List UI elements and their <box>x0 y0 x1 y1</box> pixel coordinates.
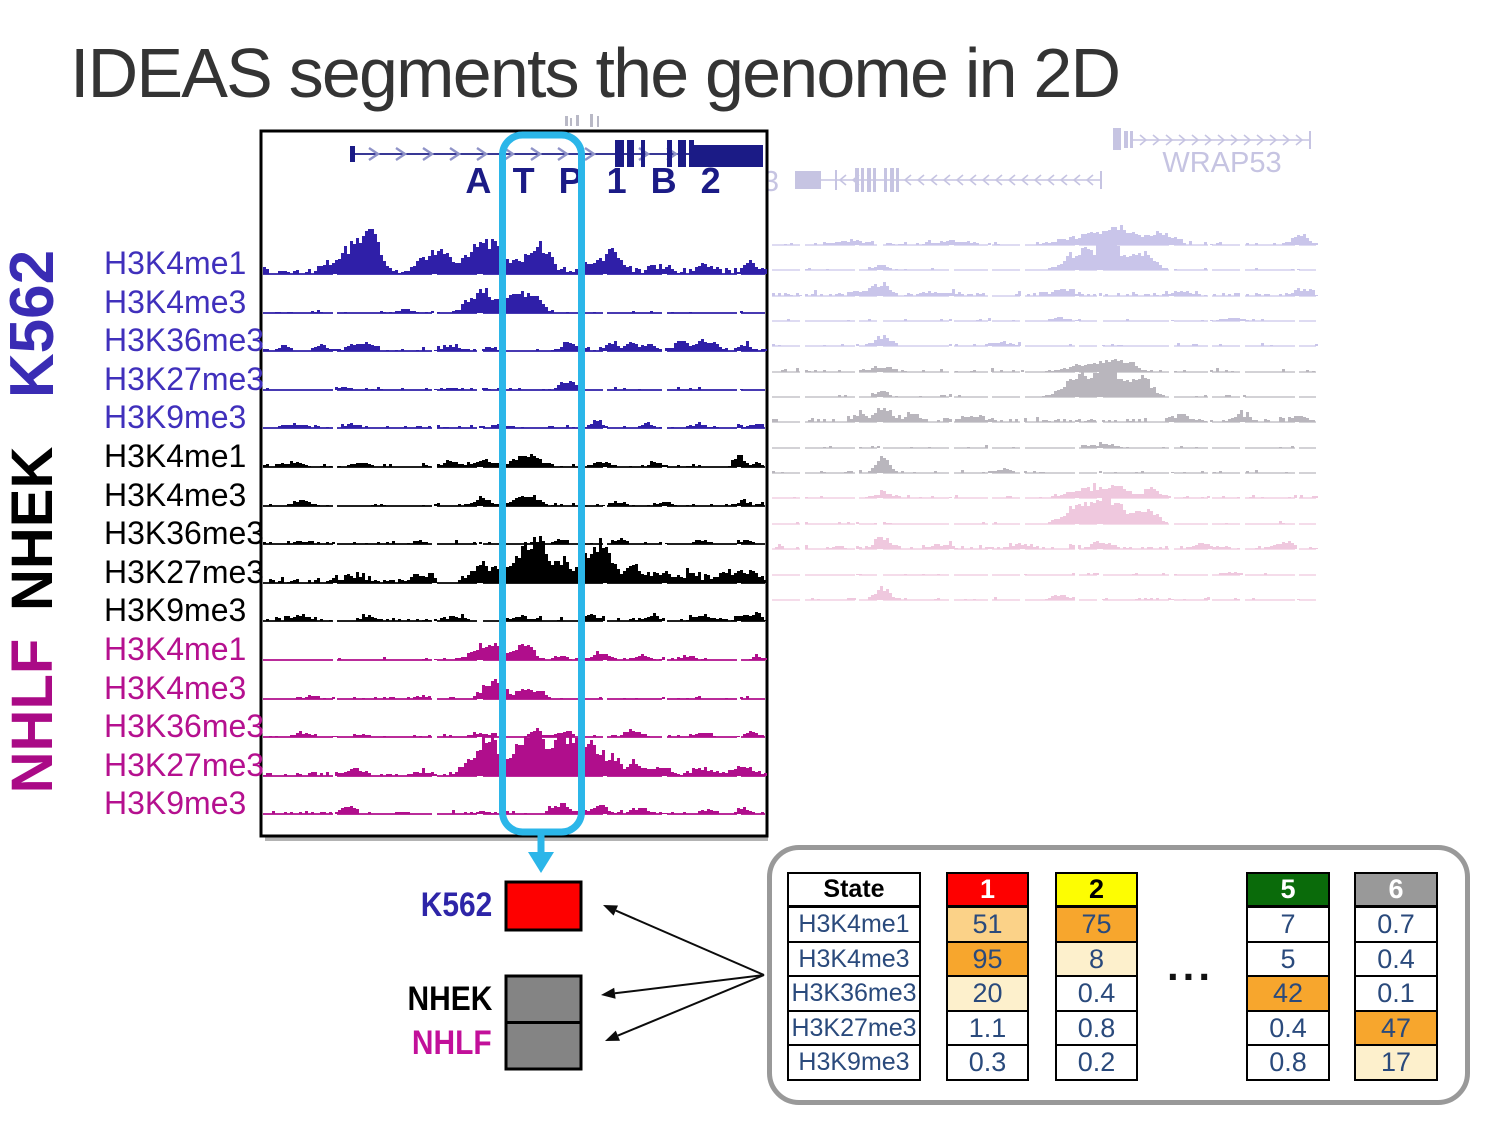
svg-text:ATP1B2: ATP1B2 <box>465 160 744 201</box>
svg-text:WRAP53: WRAP53 <box>1162 147 1281 179</box>
